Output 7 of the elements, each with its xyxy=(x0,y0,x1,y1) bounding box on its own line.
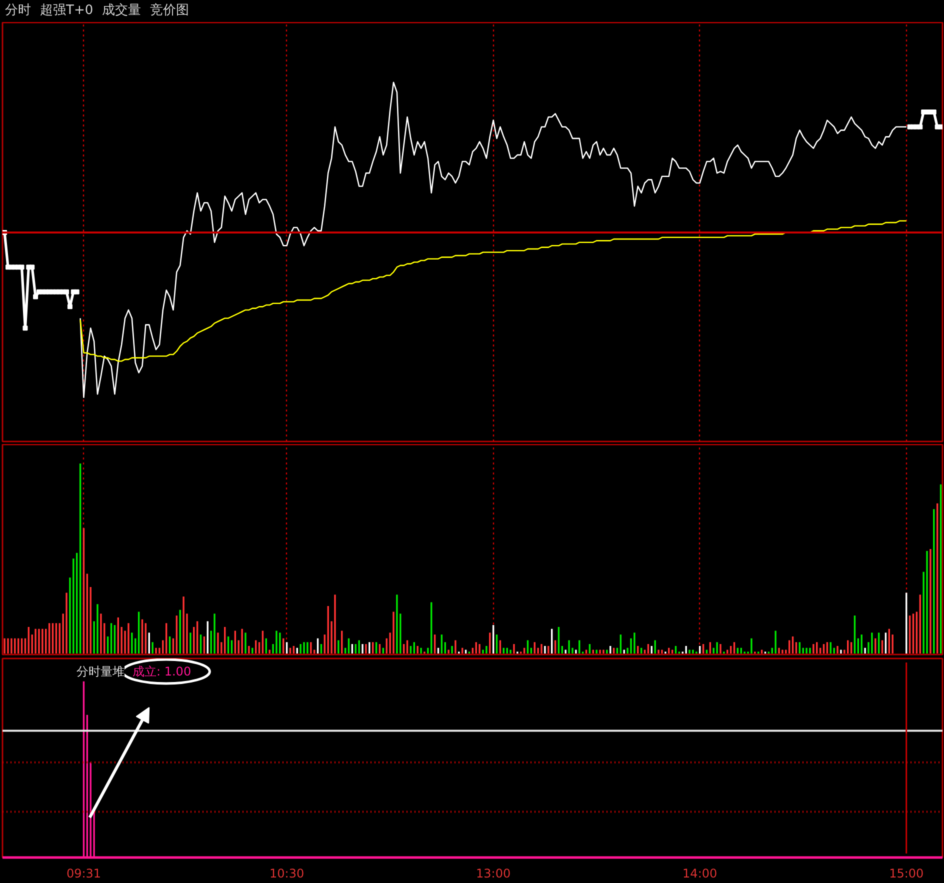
text: 成立: 1.00 xyxy=(132,664,192,678)
x-tick-label: 09:31 xyxy=(66,866,102,880)
chart-title: 分时量堆 xyxy=(76,664,124,678)
x-tick-label: 13:00 xyxy=(476,866,511,880)
x-tick-label: 10:30 xyxy=(270,866,304,880)
x-tick-label: 15:00 xyxy=(889,866,924,880)
x-tick-label: 14:00 xyxy=(682,866,718,880)
